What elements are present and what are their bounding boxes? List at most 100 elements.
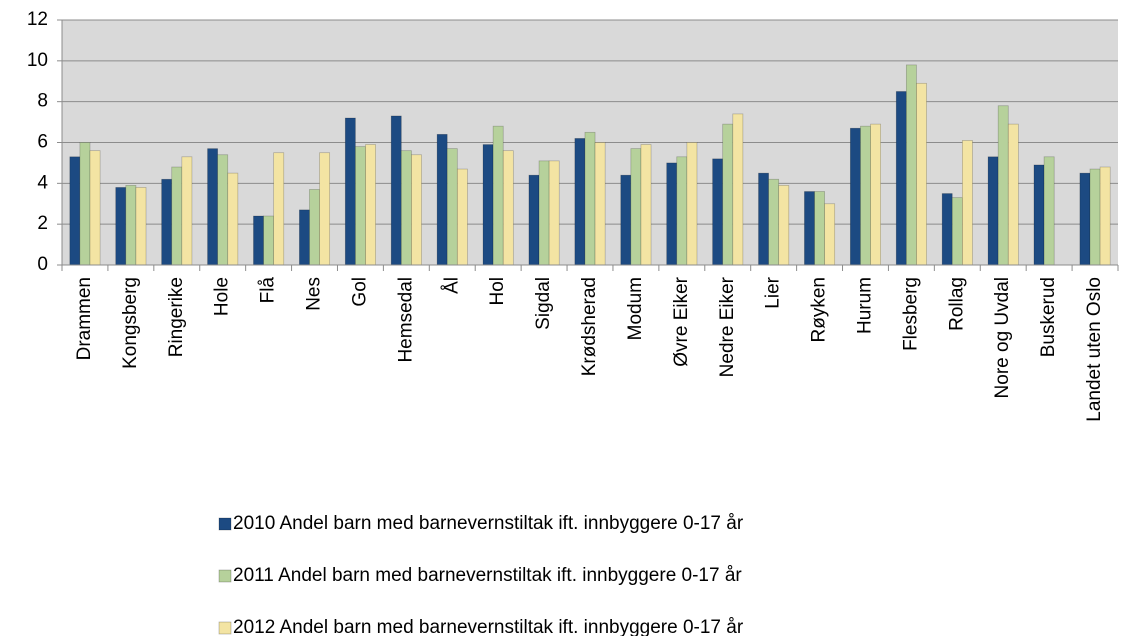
bar — [502, 150, 514, 266]
bar — [1007, 123, 1019, 266]
y-tick-label: 0 — [37, 254, 48, 275]
bar — [1043, 156, 1055, 266]
bar — [528, 174, 540, 266]
bar — [849, 127, 861, 266]
bar — [941, 193, 953, 266]
bar — [1089, 168, 1101, 266]
bar — [824, 203, 836, 266]
bar — [916, 82, 927, 266]
bar — [630, 148, 642, 266]
bar — [456, 168, 468, 266]
bar — [574, 138, 586, 266]
bar — [804, 191, 815, 266]
x-tick-label: Flesberg — [900, 277, 921, 351]
bar — [253, 215, 264, 266]
bar — [436, 133, 448, 266]
x-tick-label: Rollag — [946, 277, 967, 331]
bar — [538, 160, 550, 266]
bar — [962, 140, 973, 266]
bar — [778, 185, 790, 266]
bar — [768, 178, 780, 266]
bar — [89, 150, 101, 266]
legend-label: 2012 Andel barn med barnevernstiltak ift… — [233, 617, 744, 636]
x-tick-label: Drammen — [74, 277, 95, 360]
x-tick-label: Gol — [349, 277, 370, 307]
bar — [365, 144, 376, 266]
bar — [951, 197, 963, 266]
bar — [125, 185, 137, 266]
bar — [171, 166, 183, 266]
bar — [492, 125, 504, 266]
bar — [355, 146, 366, 266]
x-tick-label: Buskerud — [1038, 277, 1059, 357]
bar — [686, 142, 698, 266]
bar — [227, 172, 239, 266]
bar — [309, 189, 320, 266]
bar — [299, 209, 310, 266]
bar — [814, 191, 825, 266]
bar — [1079, 172, 1091, 266]
bar — [115, 187, 127, 266]
bar — [640, 144, 652, 266]
bar — [997, 105, 1009, 266]
bar — [482, 144, 494, 266]
x-tick-label: Flå — [258, 277, 279, 304]
bar — [344, 117, 356, 266]
bar — [446, 148, 458, 266]
bar — [1033, 164, 1045, 266]
bar — [400, 150, 412, 266]
bar — [69, 156, 81, 266]
x-tick-label: Lier — [763, 276, 784, 308]
bar — [712, 158, 724, 266]
x-tick-label: Nes — [304, 277, 325, 311]
x-tick-label: Sigdal — [533, 277, 554, 330]
legend-swatch — [218, 517, 232, 531]
x-tick-label: Nore og Uvdal — [992, 277, 1013, 398]
x-tick-label: Hole — [212, 277, 233, 316]
bar — [161, 178, 173, 266]
x-tick-label: Øvre Eiker — [671, 276, 692, 366]
bar — [207, 148, 218, 266]
x-tick-label: Hol — [487, 277, 508, 306]
bar — [181, 156, 193, 266]
bar — [79, 142, 91, 266]
bar — [217, 154, 229, 266]
bar — [135, 187, 147, 266]
bar — [732, 113, 744, 266]
bar — [870, 123, 881, 266]
y-tick-label: 6 — [37, 132, 48, 153]
legend-swatch — [218, 621, 232, 635]
bar — [263, 215, 275, 266]
x-tick-label: Krødsherad — [579, 277, 600, 376]
y-tick-label: 4 — [37, 172, 48, 193]
x-tick-label: Røyken — [809, 277, 830, 342]
y-tick-label: 2 — [37, 213, 48, 234]
x-tick-label: Nedre Eiker — [717, 276, 738, 377]
x-tick-label: Ringerike — [166, 277, 187, 357]
bar — [273, 152, 285, 266]
bar — [676, 156, 688, 266]
bar — [987, 156, 999, 266]
bar — [666, 162, 678, 266]
legend-label: 2010 Andel barn med barnevernstiltak ift… — [233, 513, 744, 534]
bar — [594, 142, 606, 266]
bar — [584, 131, 596, 266]
x-tick-label: Hemsedal — [395, 277, 416, 363]
bar — [411, 154, 422, 266]
bar — [895, 91, 907, 266]
bar — [620, 174, 632, 266]
bar — [860, 125, 871, 266]
legend-label: 2011 Andel barn med barnevernstiltak ift… — [233, 565, 742, 586]
bar — [905, 64, 917, 266]
x-tick-label: Hurum — [854, 277, 875, 334]
x-tick-label: Landet uten Oslo — [1084, 277, 1105, 422]
x-tick-label: Modum — [625, 277, 646, 340]
x-tick-label: Kongsberg — [120, 277, 141, 369]
y-tick-label: 10 — [27, 50, 48, 71]
bar — [319, 152, 331, 266]
y-tick-label: 8 — [37, 91, 48, 112]
bar — [758, 172, 769, 266]
x-tick-label: Ål — [441, 277, 462, 294]
y-tick-label: 12 — [27, 9, 48, 30]
legend-swatch — [218, 569, 232, 583]
